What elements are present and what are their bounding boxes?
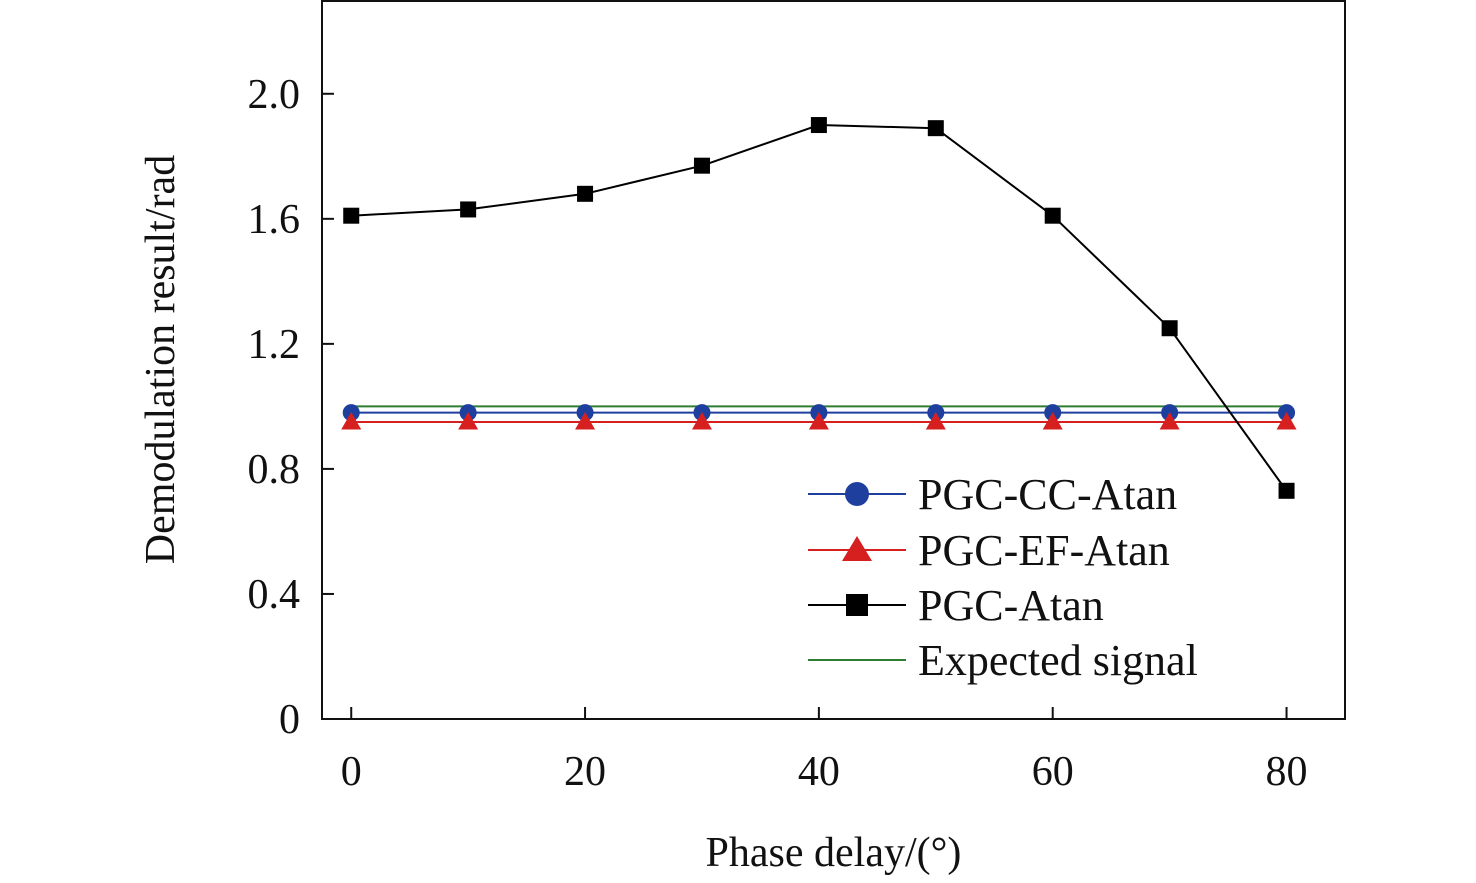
legend-label: PGC-EF-Atan xyxy=(918,526,1170,575)
data-point xyxy=(1278,482,1295,499)
legend-marker xyxy=(846,594,868,616)
x-tick-label: 0 xyxy=(341,749,362,795)
data-point xyxy=(1042,412,1063,430)
series-pgc-ef-atan xyxy=(341,412,1297,430)
data-point xyxy=(691,412,712,430)
legend-label: PGC-Atan xyxy=(918,581,1104,630)
y-tick-label: 1.6 xyxy=(248,197,301,243)
legend-marker xyxy=(842,536,872,561)
x-tick-label: 20 xyxy=(564,749,606,795)
series-pgc-atan xyxy=(343,117,1295,499)
ticks-layer: 0 20 40 60 80 0 0.4 0.8 1.2 1.6 2.0 xyxy=(248,72,1308,795)
data-point xyxy=(1159,412,1180,430)
data-point xyxy=(458,412,479,430)
legend-label: PGC-CC-Atan xyxy=(918,470,1177,519)
series-layer xyxy=(341,117,1297,499)
y-tick-label: 2.0 xyxy=(248,72,301,118)
data-point xyxy=(693,157,710,174)
data-point xyxy=(1161,320,1178,337)
x-tick-label: 40 xyxy=(798,749,840,795)
legend-item: PGC-Atan xyxy=(808,581,1104,630)
legend-item: PGC-EF-Atan xyxy=(808,526,1170,575)
data-point xyxy=(343,207,360,224)
legend-marker xyxy=(845,482,869,506)
data-point xyxy=(810,117,827,134)
y-tick-label: 0 xyxy=(279,697,300,743)
y-tick-label: 0.4 xyxy=(248,572,301,618)
data-point xyxy=(927,120,944,137)
data-point xyxy=(575,412,596,430)
y-tick-label: 0.8 xyxy=(248,447,301,493)
series-line xyxy=(351,124,1288,492)
x-axis-label: Phase delay/(°) xyxy=(706,830,962,876)
x-tick-label: 80 xyxy=(1266,749,1308,795)
data-point xyxy=(341,412,362,430)
data-point xyxy=(577,185,594,202)
legend: PGC-CC-Atan PGC-EF-Atan PGC-Atan Expected s… xyxy=(808,470,1198,685)
y-axis-label: Demodulation result/rad xyxy=(138,155,184,564)
x-tick-label: 60 xyxy=(1032,749,1074,795)
legend-label: Expected signal xyxy=(918,636,1198,685)
data-point xyxy=(1276,412,1297,430)
y-tick-label: 1.2 xyxy=(248,322,301,368)
data-point xyxy=(460,201,477,218)
data-point xyxy=(925,412,946,430)
plot-frame xyxy=(321,0,1346,720)
data-point xyxy=(1044,207,1061,224)
data-point xyxy=(808,412,829,430)
legend-item: PGC-CC-Atan xyxy=(808,470,1177,519)
legend-item: Expected signal xyxy=(808,636,1198,685)
